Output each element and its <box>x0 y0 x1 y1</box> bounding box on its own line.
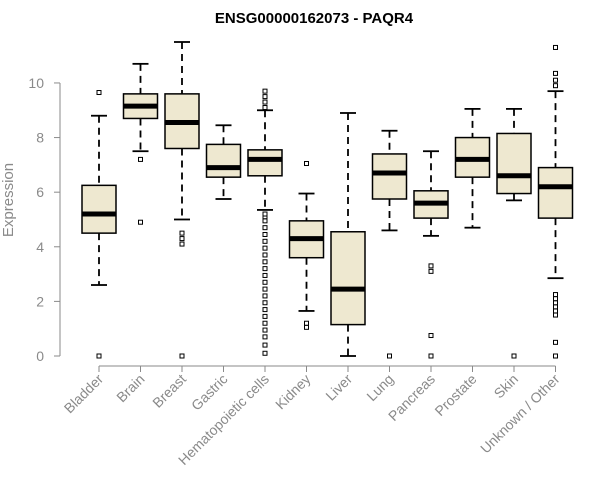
box-hematopoietic-cells <box>247 88 283 356</box>
outlier-point <box>262 320 268 326</box>
outlier-point <box>262 218 268 224</box>
y-tick-label: 6 <box>36 184 44 200</box>
box-kidney <box>288 161 325 330</box>
outlier-point <box>553 304 558 310</box>
y-tick-label: 4 <box>36 239 44 255</box>
outlier-point <box>304 324 309 330</box>
box-unknown-other <box>537 44 574 359</box>
outlier-point <box>96 90 102 96</box>
outlier-point <box>262 225 268 231</box>
outlier-point <box>262 266 268 272</box>
outlier-point <box>262 327 268 333</box>
box-gastric <box>205 124 242 200</box>
y-tick-label: 2 <box>36 293 44 309</box>
iqr-box <box>496 132 532 195</box>
iqr-box <box>537 166 574 219</box>
outlier-point <box>553 300 558 306</box>
outlier-point <box>428 353 434 359</box>
box-pancreas <box>413 150 449 359</box>
iqr-box <box>247 149 283 177</box>
outlier-point <box>262 88 268 94</box>
outlier-point <box>179 353 185 359</box>
outlier-point <box>553 308 558 314</box>
box-series <box>81 41 574 359</box>
x-tick-label: Breast <box>149 371 189 411</box>
x-tick-label: Lung <box>363 371 396 404</box>
outlier-point <box>262 300 268 306</box>
box-brain <box>122 62 159 225</box>
outlier-point <box>96 353 102 359</box>
outlier-point <box>553 296 558 302</box>
outlier-point <box>262 94 268 100</box>
outlier-point <box>138 219 143 225</box>
outlier-point <box>262 238 268 244</box>
outlier-point <box>262 350 268 356</box>
chart-title: ENSG00000162073 - PAQR4 <box>215 10 414 27</box>
outlier-point <box>553 292 558 298</box>
x-tick-label: Brain <box>113 371 147 405</box>
iqr-box <box>371 153 408 200</box>
outlier-point <box>262 342 268 348</box>
x-tick-label: Prostate <box>431 371 479 419</box>
box-prostate <box>454 107 491 229</box>
iqr-box <box>205 143 242 178</box>
outlier-point <box>262 99 268 105</box>
outlier-point <box>511 353 517 359</box>
outlier-point <box>262 231 268 237</box>
outlier-point <box>304 161 309 167</box>
outlier-point <box>553 70 558 76</box>
outlier-point <box>553 44 558 50</box>
outlier-point <box>262 279 268 285</box>
outlier-point <box>262 307 268 313</box>
x-tick-label: Skin <box>491 371 522 402</box>
outlier-point <box>262 286 268 292</box>
box-skin <box>496 107 532 359</box>
outlier-point <box>553 339 558 345</box>
outlier-point <box>179 236 185 242</box>
outlier-point <box>262 259 268 265</box>
x-tick-label: Liver <box>322 371 355 404</box>
outlier-point <box>428 263 434 269</box>
outlier-point <box>262 293 268 299</box>
outlier-point <box>262 245 268 251</box>
outlier-point <box>553 77 558 83</box>
outlier-point <box>553 83 558 89</box>
outlier-point <box>262 252 268 258</box>
outlier-point <box>428 333 434 339</box>
y-tick-label: 8 <box>36 130 44 146</box>
x-tick-label: Bladder <box>61 371 107 417</box>
outlier-point <box>553 353 558 359</box>
box-liver <box>330 112 366 357</box>
y-axis-label: Expression <box>0 163 17 237</box>
outlier-point <box>428 268 434 274</box>
outlier-point <box>304 320 309 326</box>
box-breast <box>164 41 200 359</box>
iqr-box <box>81 184 117 234</box>
outlier-point <box>387 353 392 359</box>
outlier-point <box>262 211 268 217</box>
x-tick-label: Kidney <box>272 371 314 413</box>
outlier-point <box>179 230 185 236</box>
outlier-point <box>262 313 268 319</box>
box-lung <box>371 129 408 359</box>
y-tick-label: 0 <box>36 348 44 364</box>
y-tick-label: 10 <box>28 75 44 91</box>
outlier-point <box>262 272 268 278</box>
outlier-point <box>262 334 268 340</box>
outlier-point <box>138 156 143 162</box>
outlier-point <box>553 312 558 318</box>
outlier-point <box>262 105 268 111</box>
x-tick-label: Unknown / Other <box>477 371 563 457</box>
y-axis: 0 2 4 6 8 10 <box>28 75 61 364</box>
iqr-box <box>330 231 366 326</box>
box-bladder <box>81 90 117 359</box>
outlier-point <box>179 241 185 247</box>
